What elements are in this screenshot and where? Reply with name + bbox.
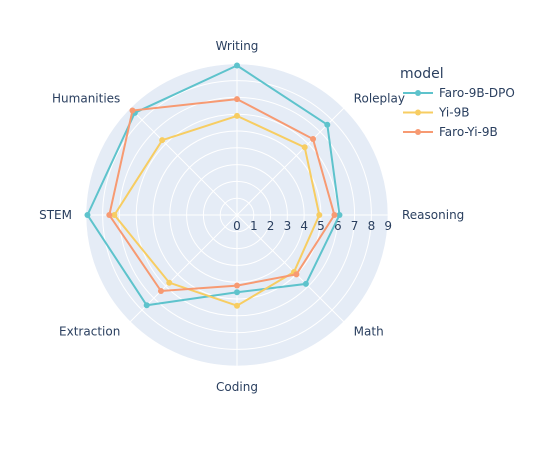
series-faro-yi-9b — [106, 96, 338, 295]
radial-tick-label: 4 — [300, 219, 308, 233]
axis-label-coding: Coding — [216, 380, 258, 394]
data-point[interactable] — [234, 112, 240, 119]
data-point[interactable] — [234, 96, 240, 103]
radial-tick-label: 3 — [284, 219, 292, 233]
legend[interactable]: model Faro-9B-DPO Yi-9B Faro-Yi-9B — [400, 66, 515, 139]
legend-item[interactable]: Faro-Yi-9B — [403, 125, 498, 139]
data-point[interactable] — [166, 279, 173, 286]
radial-tick-label: 8 — [368, 219, 376, 233]
axis-label-roleplay: Roleplay — [354, 91, 405, 105]
data-point[interactable] — [106, 212, 113, 218]
legend-swatch-marker — [415, 90, 421, 96]
data-point[interactable] — [129, 107, 136, 114]
radial-tick-label: 7 — [351, 219, 359, 233]
data-point[interactable] — [336, 212, 343, 218]
legend-title: model — [400, 66, 444, 82]
legend-label: Faro-9B-DPO — [439, 86, 515, 100]
data-point[interactable] — [331, 212, 338, 218]
radial-tick-label: 6 — [334, 219, 342, 233]
legend-swatch-marker — [415, 109, 421, 116]
axis-label-reasoning: Reasoning — [402, 208, 464, 222]
legend-swatch-marker — [415, 129, 421, 135]
data-point[interactable] — [234, 302, 240, 309]
angular-gridline — [129, 107, 238, 216]
data-point[interactable] — [301, 144, 308, 151]
radial-tick-label: 9 — [384, 219, 392, 233]
radial-tick-label: 0 — [233, 219, 241, 233]
data-point[interactable] — [324, 121, 331, 128]
data-point[interactable] — [159, 137, 166, 144]
radial-tick-label: 1 — [250, 219, 258, 233]
axis-label-stem: STEM — [39, 208, 72, 222]
data-point[interactable] — [143, 302, 150, 309]
legend-label: Faro-Yi-9B — [439, 125, 498, 139]
angular-gridline — [236, 214, 345, 323]
data-point[interactable] — [84, 212, 91, 218]
data-point[interactable] — [234, 282, 240, 289]
data-point[interactable] — [157, 288, 164, 295]
axis-label-extraction: Extraction — [59, 325, 120, 339]
legend-item[interactable]: Yi-9B — [403, 106, 469, 120]
data-point[interactable] — [234, 62, 240, 69]
radial-tick-label: 2 — [267, 219, 275, 233]
data-point[interactable] — [310, 135, 317, 142]
data-point[interactable] — [111, 212, 118, 218]
plot-area: 0 1 2 3 4 5 6 7 8 9 Writing Roleplay Reasoning Math Co… — [39, 39, 464, 394]
axis-label-math: Math — [354, 325, 384, 339]
data-point[interactable] — [302, 280, 309, 287]
axis-label-writing: Writing — [216, 39, 259, 53]
series-yi-9b — [111, 112, 323, 309]
data-point[interactable] — [316, 212, 323, 218]
legend-item[interactable]: Faro-9B-DPO — [403, 86, 515, 100]
series-faro-9b-dpo — [84, 62, 343, 309]
data-point[interactable] — [234, 289, 240, 296]
axis-label-humanities: Humanities — [52, 91, 120, 105]
data-point[interactable] — [293, 271, 300, 278]
legend-label: Yi-9B — [438, 106, 469, 120]
radial-tick-label: 5 — [317, 219, 325, 233]
